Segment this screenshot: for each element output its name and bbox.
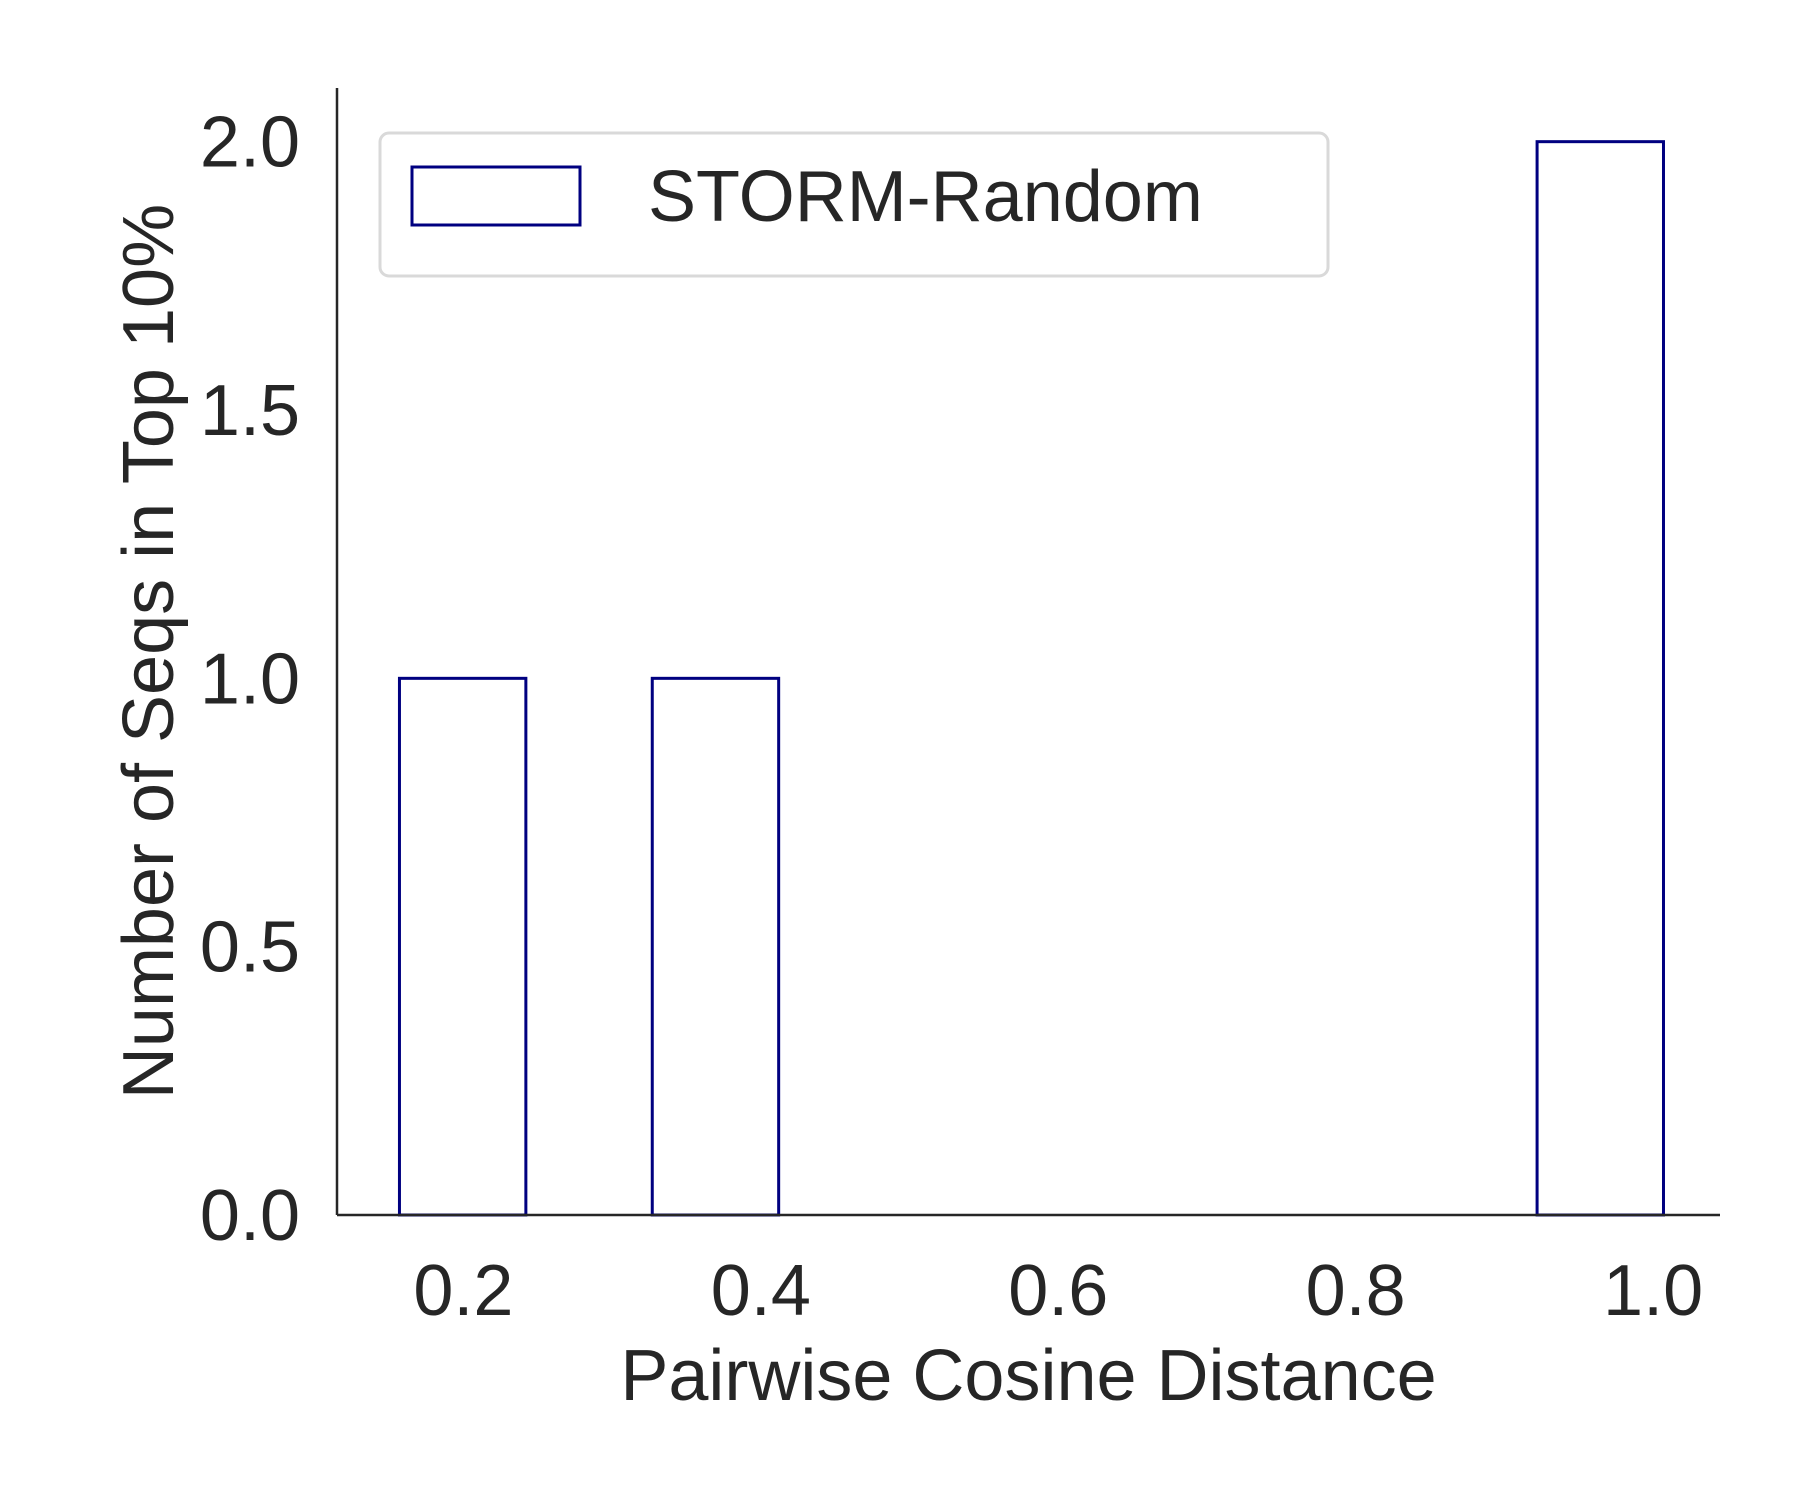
x-tick-label: 0.8	[1306, 1251, 1406, 1331]
y-tick-label: 1.5	[200, 371, 300, 451]
histogram-bar-2	[650, 676, 781, 1217]
tick-labels-layer: 0.2 0.4 0.6 0.8 1.0 0.0 0.5 1.0 1.5 2.0	[200, 103, 1703, 1331]
legend-swatch	[410, 165, 582, 227]
x-tick-label: 0.6	[1008, 1251, 1108, 1331]
axes-layer	[335, 88, 1720, 1217]
legend-label: STORM-Random	[648, 157, 1203, 237]
legend-frame	[378, 131, 1330, 278]
x-tick-label: 0.4	[711, 1251, 811, 1331]
x-tick-label: 1.0	[1603, 1251, 1703, 1331]
histogram-bar-0	[397, 676, 528, 1217]
y-tick-label: 0.5	[200, 908, 300, 988]
x-tick-label: 0.2	[413, 1251, 513, 1331]
x-axis-label: Pairwise Cosine Distance	[620, 1336, 1436, 1416]
y-tick-label: 1.0	[200, 639, 300, 719]
legend: STORM-Random	[378, 131, 1330, 278]
y-axis-label: Number of Seqs in Top 10%	[109, 204, 189, 1099]
histogram-bar-9	[1535, 140, 1665, 1217]
bars-layer	[397, 140, 1665, 1217]
y-tick-label: 0.0	[200, 1176, 300, 1256]
y-tick-label: 2.0	[200, 103, 300, 183]
